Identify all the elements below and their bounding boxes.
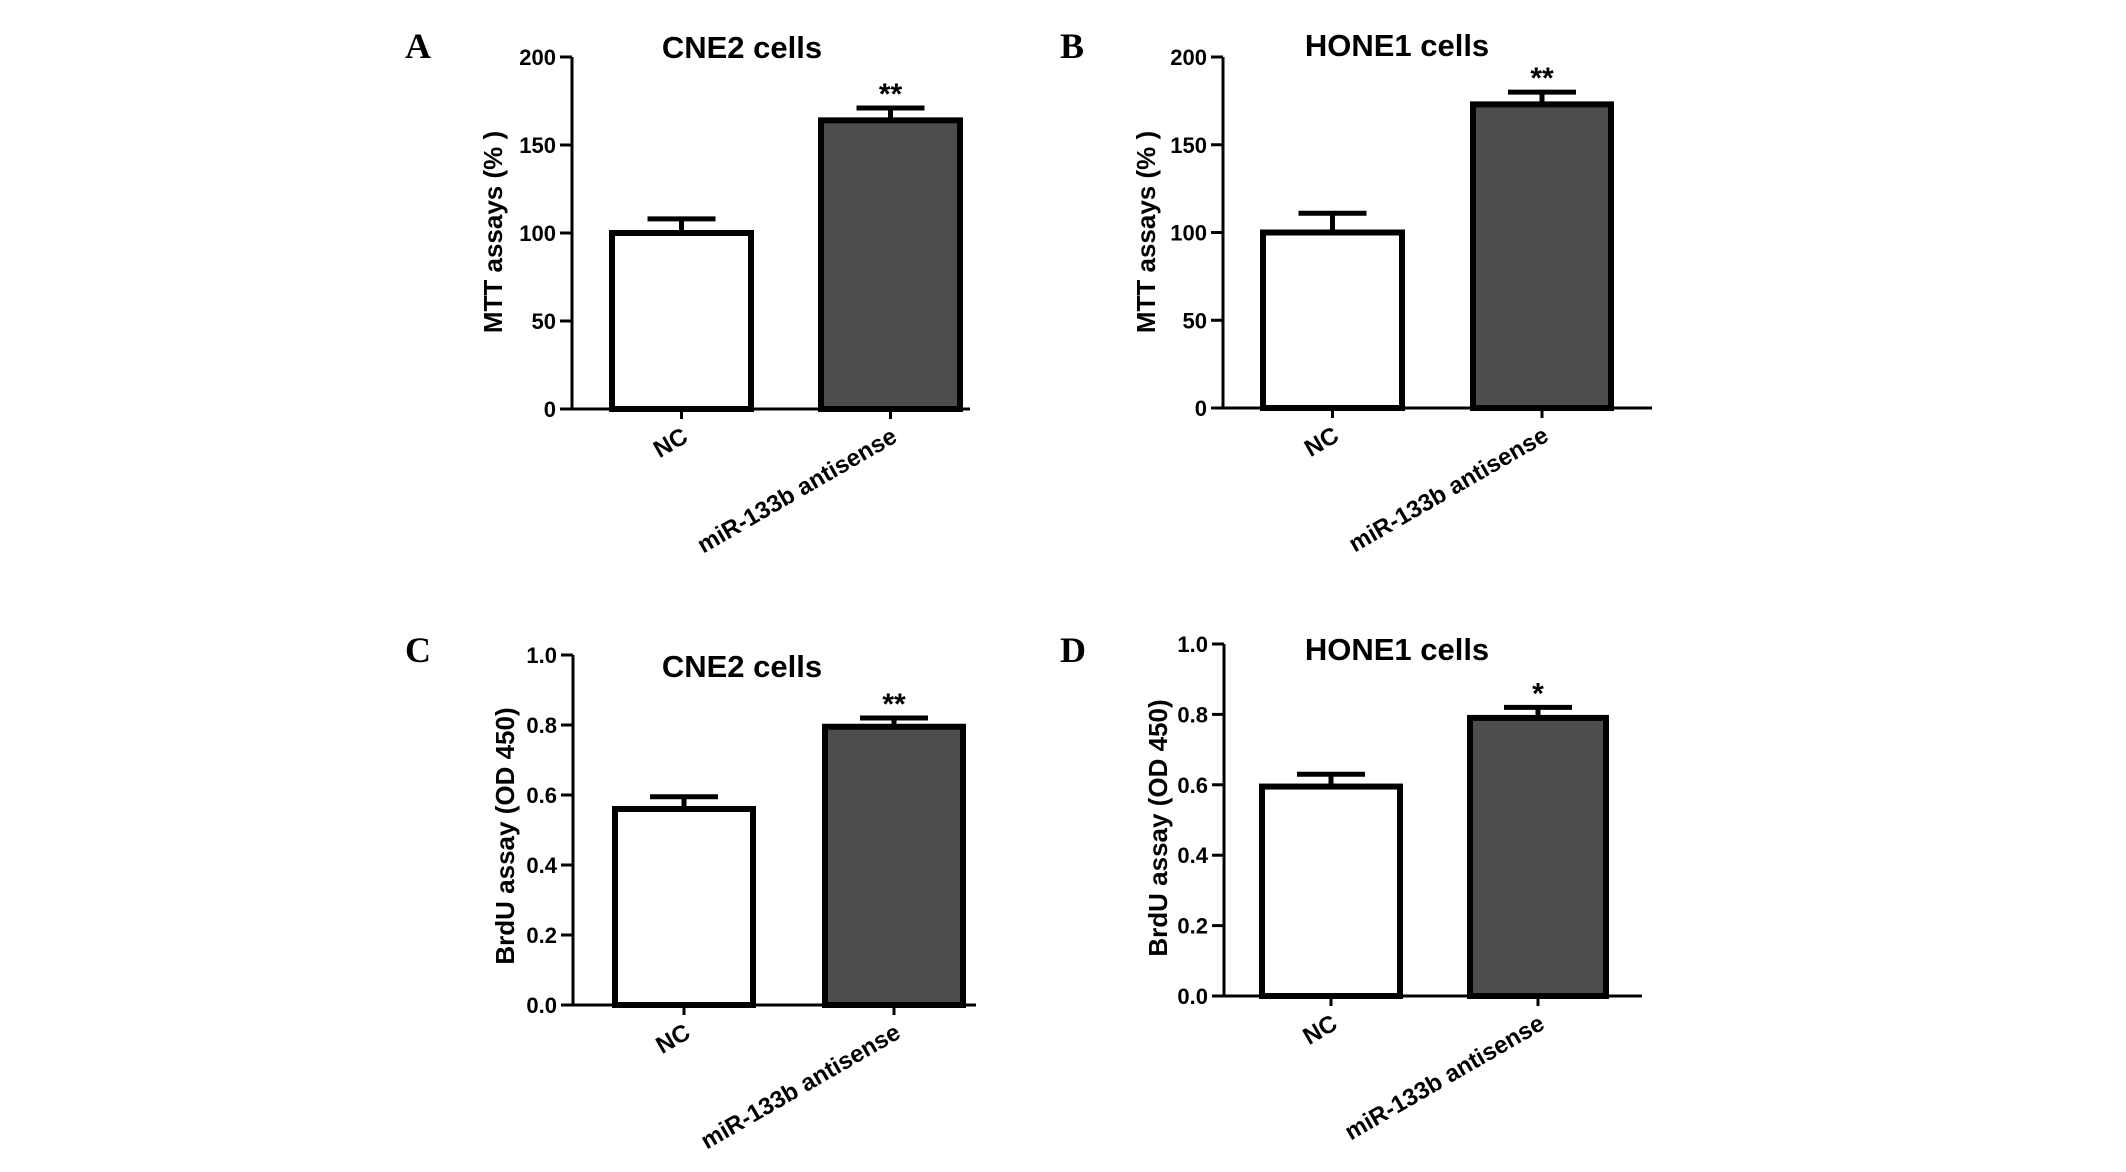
y-tick-label-c-2: 0.2 — [526, 923, 557, 948]
y-tick-label-a-5: 200 — [519, 45, 556, 70]
significance-label-a-2: ** — [879, 78, 903, 111]
y-tick-label-b-3: 100 — [1170, 221, 1207, 246]
panel-letter-b: B — [1060, 26, 1084, 66]
bar-b-1 — [1260, 229, 1405, 411]
y-axis-label-a: MTT assays (% ) — [478, 131, 508, 333]
bar-b-2 — [1470, 101, 1614, 411]
bar-a-2 — [818, 117, 963, 413]
y-tick-label-b-1: 0 — [1195, 396, 1207, 421]
y-tick-label-b-2: 50 — [1183, 308, 1207, 333]
panel-letter-c: C — [405, 630, 431, 670]
y-tick-label-a-2: 50 — [532, 309, 556, 334]
significance-label-b-2: ** — [1530, 62, 1554, 95]
y-axis-label-b: MTT assays (% ) — [1131, 131, 1161, 333]
y-tick-label-d-5: 0.8 — [1177, 702, 1208, 727]
y-axis-label-c: BrdU assay (OD 450) — [490, 707, 520, 964]
panel-letter-d: D — [1060, 630, 1086, 670]
y-tick-label-d-4: 0.6 — [1177, 773, 1208, 798]
y-axis-label-d: BrdU assay (OD 450) — [1143, 699, 1173, 956]
bar-d-1 — [1259, 783, 1403, 999]
y-tick-label-c-6: 1.0 — [526, 643, 557, 668]
bar-c-1 — [612, 806, 756, 1008]
y-tick-label-c-1: 0.0 — [526, 993, 557, 1018]
chart-title-b: HONE1 cells — [1305, 28, 1489, 63]
bar-d-2 — [1467, 714, 1609, 999]
y-tick-label-d-1: 0.0 — [1177, 984, 1208, 1009]
y-tick-label-a-3: 100 — [519, 221, 556, 246]
y-tick-label-c-5: 0.8 — [526, 713, 557, 738]
y-tick-label-d-6: 1.0 — [1177, 632, 1208, 657]
y-tick-label-d-3: 0.4 — [1177, 843, 1208, 868]
chart-title-d: HONE1 cells — [1305, 632, 1489, 667]
bar-c-2 — [822, 723, 966, 1008]
y-tick-label-d-2: 0.2 — [1177, 914, 1208, 939]
significance-label-d-2: * — [1532, 677, 1544, 710]
panel-letter-a: A — [405, 26, 431, 66]
bar-a-1 — [609, 230, 754, 412]
y-tick-label-a-1: 0 — [544, 397, 556, 422]
y-tick-label-b-4: 150 — [1170, 133, 1207, 158]
y-tick-label-c-3: 0.4 — [526, 853, 557, 878]
significance-label-c-2: ** — [882, 688, 906, 721]
y-tick-label-c-4: 0.6 — [526, 783, 557, 808]
y-tick-label-a-4: 150 — [519, 133, 556, 158]
y-tick-label-b-5: 200 — [1170, 45, 1207, 70]
chart-title-c: CNE2 cells — [662, 649, 822, 684]
chart-title-a: CNE2 cells — [662, 30, 822, 65]
